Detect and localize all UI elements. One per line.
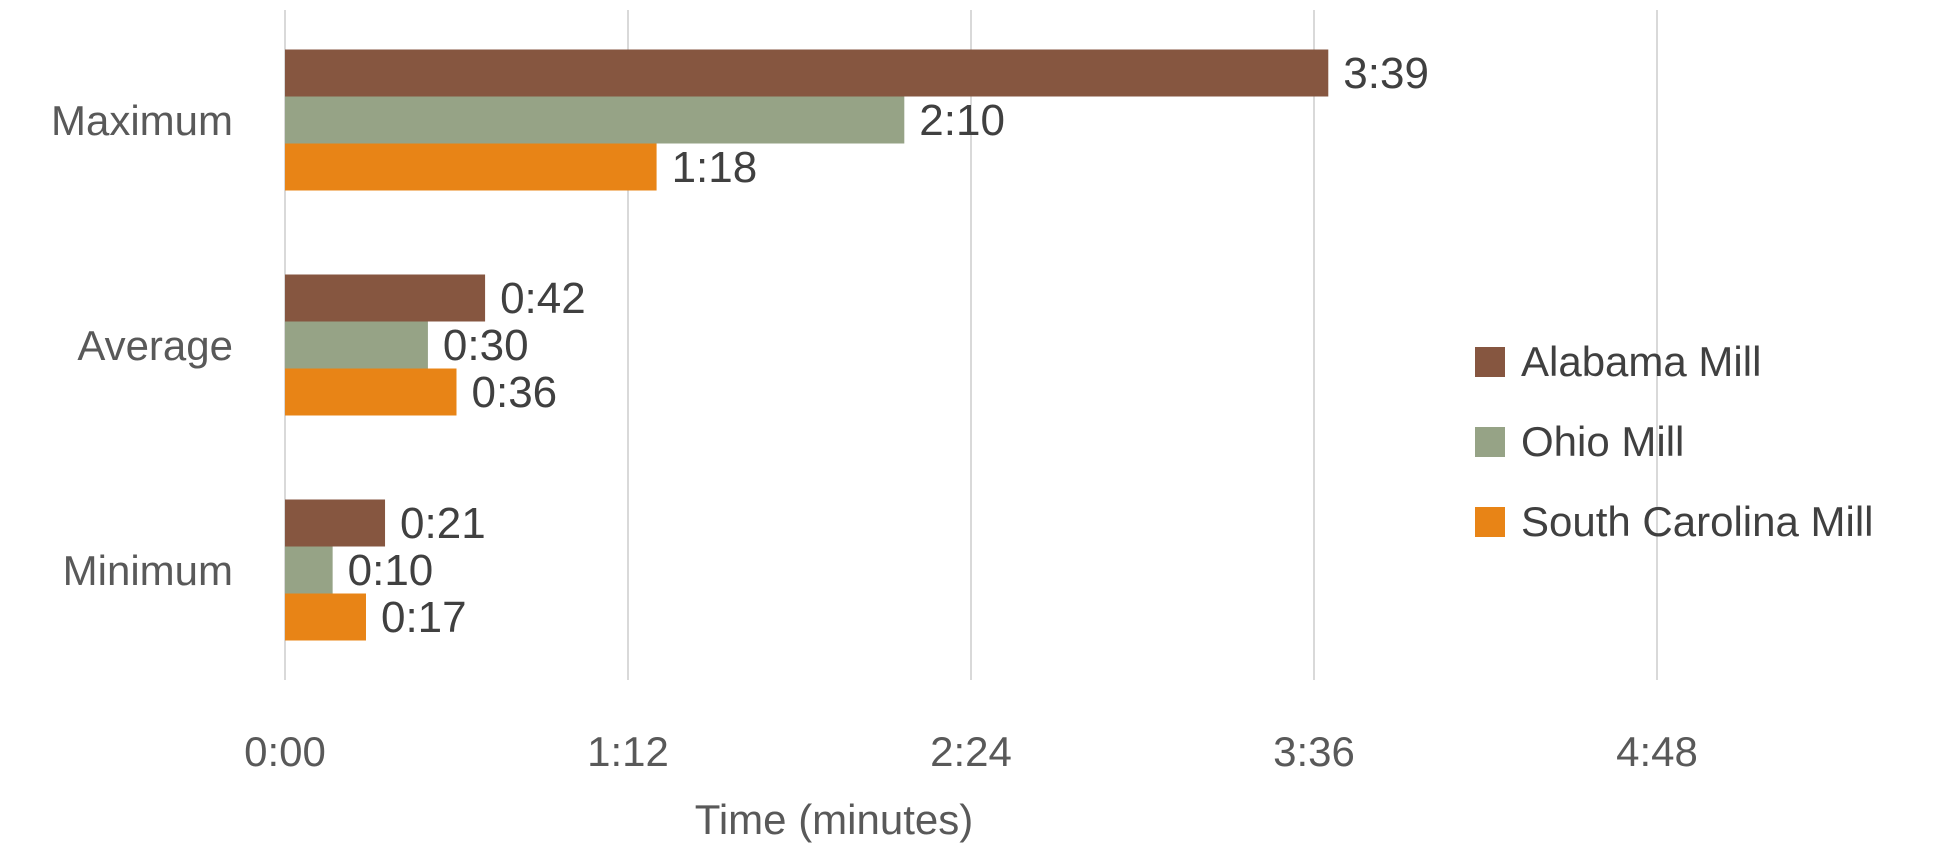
legend-item: Ohio Mill	[1475, 402, 1874, 482]
bar	[285, 96, 905, 144]
category-label: Average	[77, 322, 233, 369]
x-tick-label: 4:48	[1616, 728, 1698, 775]
data-label: 3:39	[1343, 49, 1429, 98]
x-axis-title: Time (minutes)	[695, 796, 973, 843]
legend-label: Ohio Mill	[1521, 418, 1685, 465]
data-label: 2:10	[919, 96, 1005, 145]
legend-swatch	[1475, 507, 1505, 537]
x-tick-label: 3:36	[1273, 728, 1355, 775]
bar	[285, 368, 457, 416]
legend-label: Alabama Mill	[1521, 338, 1762, 385]
category-axis-labels: Maximum Average Minimum	[51, 97, 233, 594]
x-tick-labels: 0:00 1:12 2:24 3:36 4:48	[244, 728, 1698, 775]
bar	[285, 593, 366, 641]
x-tick-label: 0:00	[244, 728, 326, 775]
legend-label: South Carolina Mill	[1521, 498, 1874, 545]
legend-item: Alabama Mill	[1475, 322, 1874, 402]
x-tick-label: 1:12	[587, 728, 669, 775]
bar	[285, 499, 386, 547]
legend: Alabama Mill Ohio Mill South Carolina Mill	[1475, 322, 1874, 562]
data-label: 0:10	[348, 546, 434, 595]
bar	[285, 49, 1329, 97]
legend-item: South Carolina Mill	[1475, 482, 1874, 562]
legend-swatch	[1475, 347, 1505, 377]
category-label: Maximum	[51, 97, 233, 144]
bar	[285, 274, 486, 322]
data-labels: 3:39 2:10 1:18 0:420:300:36 0:210:100:17	[348, 49, 1429, 642]
data-label: 0:36	[472, 368, 558, 417]
data-label: 0:21	[400, 499, 486, 548]
data-label: 1:18	[672, 143, 758, 192]
legend-swatch	[1475, 427, 1505, 457]
bar	[285, 546, 333, 594]
data-label: 0:42	[500, 274, 586, 323]
data-label: 0:30	[443, 321, 529, 370]
category-label: Minimum	[63, 547, 233, 594]
bars	[285, 49, 1329, 641]
data-label: 0:17	[381, 593, 467, 642]
x-tick-label: 2:24	[930, 728, 1012, 775]
bar	[285, 143, 657, 191]
bar	[285, 321, 428, 369]
